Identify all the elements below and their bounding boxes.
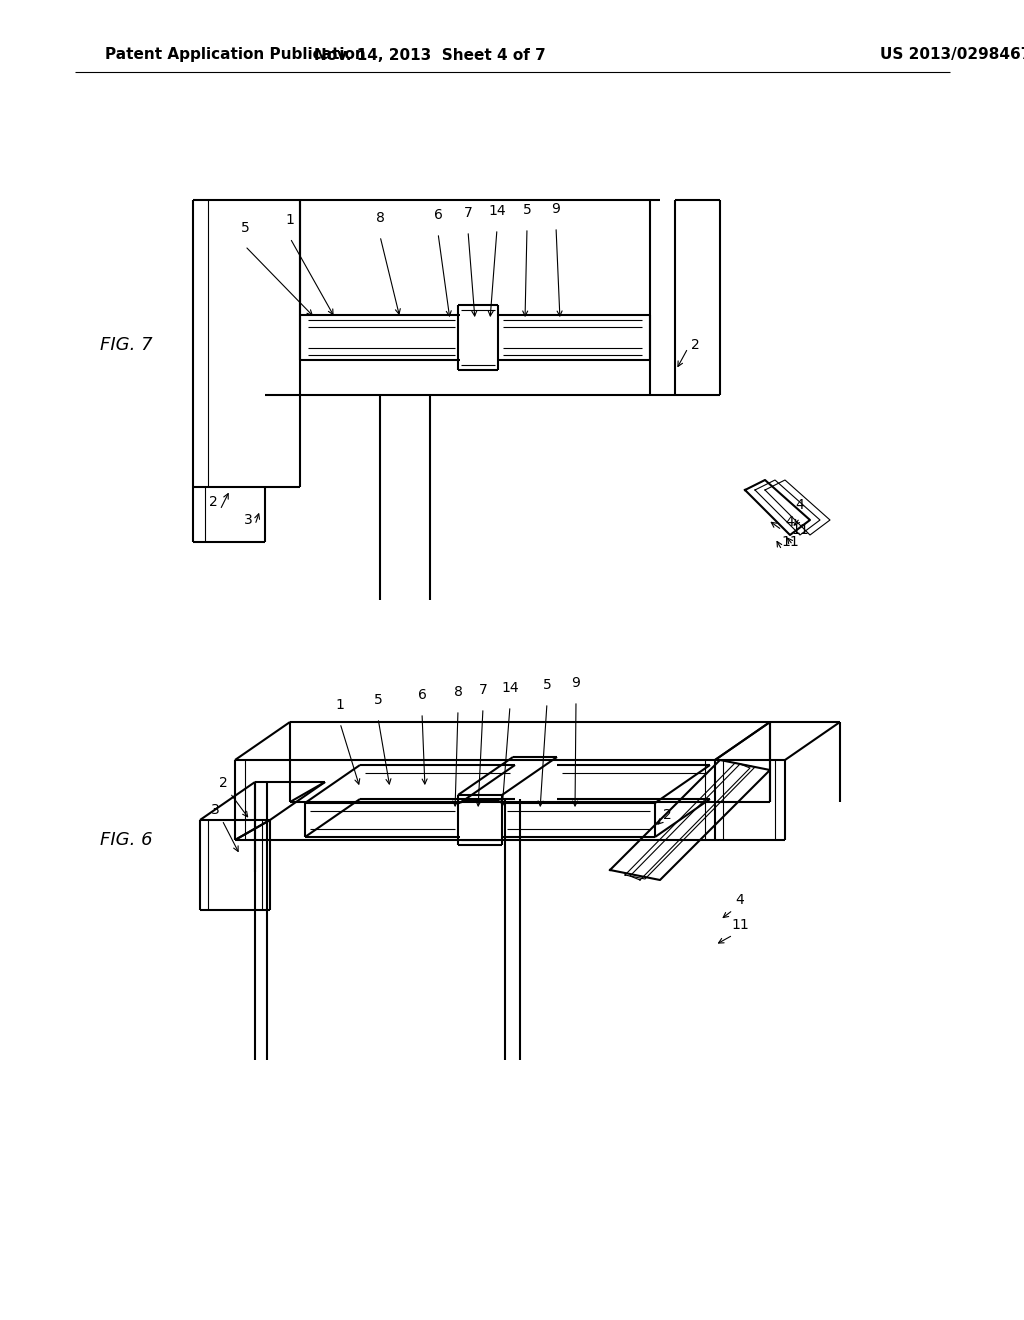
- Text: 5: 5: [241, 220, 250, 235]
- Text: FIG. 6: FIG. 6: [100, 832, 153, 849]
- Text: 4: 4: [785, 515, 795, 529]
- Text: 2: 2: [663, 808, 672, 822]
- Text: US 2013/0298467 A1: US 2013/0298467 A1: [880, 48, 1024, 62]
- Text: FIG. 7: FIG. 7: [100, 337, 153, 354]
- Text: 11: 11: [731, 917, 749, 932]
- Text: Patent Application Publication: Patent Application Publication: [105, 48, 366, 62]
- Text: 8: 8: [454, 685, 463, 700]
- Text: 14: 14: [488, 205, 506, 218]
- Text: 6: 6: [418, 688, 426, 702]
- Text: 5: 5: [374, 693, 382, 708]
- Text: Nov. 14, 2013  Sheet 4 of 7: Nov. 14, 2013 Sheet 4 of 7: [314, 48, 546, 62]
- Text: 4: 4: [796, 498, 805, 512]
- Text: 14: 14: [501, 681, 519, 696]
- Text: 7: 7: [478, 682, 487, 697]
- Text: 8: 8: [376, 211, 384, 224]
- Text: 2: 2: [690, 338, 699, 352]
- Text: 9: 9: [571, 676, 581, 690]
- Text: 5: 5: [522, 203, 531, 216]
- Text: 9: 9: [552, 202, 560, 216]
- Text: 2: 2: [209, 495, 217, 510]
- Text: 1: 1: [286, 213, 295, 227]
- Text: 3: 3: [244, 513, 252, 527]
- Text: 5: 5: [543, 678, 551, 692]
- Text: 11: 11: [792, 523, 809, 537]
- Text: 1: 1: [336, 698, 344, 711]
- Text: 2: 2: [219, 776, 227, 789]
- Text: 11: 11: [781, 535, 799, 549]
- Text: 6: 6: [433, 209, 442, 222]
- Text: 3: 3: [211, 803, 219, 817]
- Text: 7: 7: [464, 206, 472, 220]
- Text: 4: 4: [735, 894, 744, 907]
